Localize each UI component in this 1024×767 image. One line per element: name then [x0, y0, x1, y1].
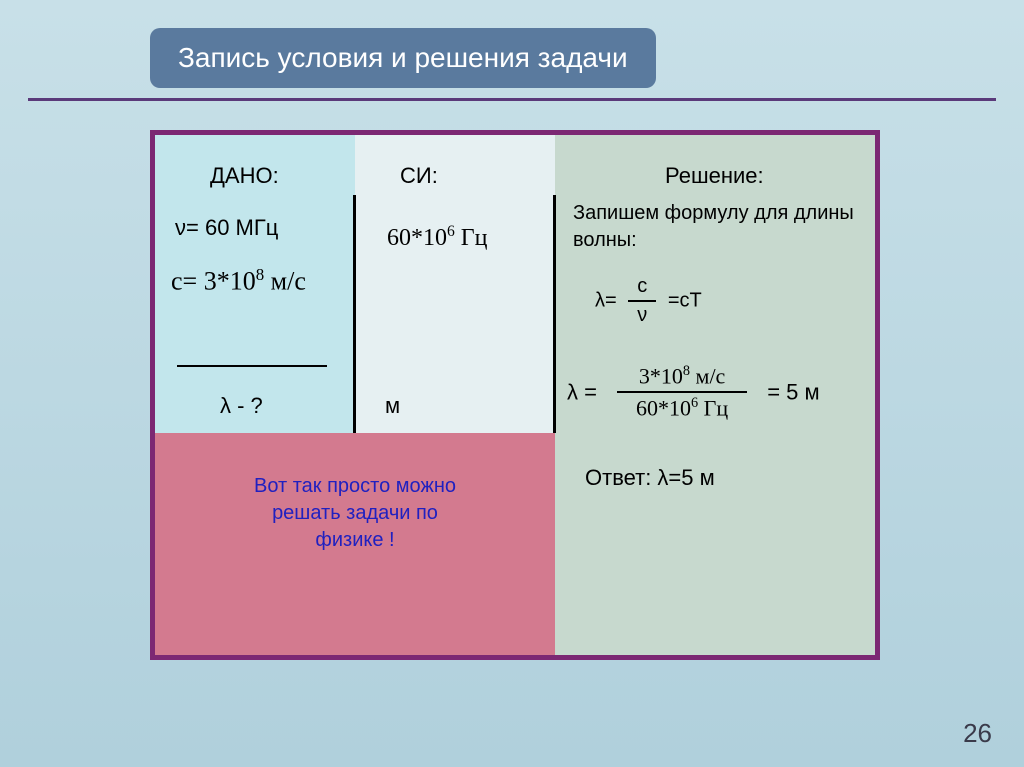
given-speed-pre: с= 3*10	[171, 267, 256, 296]
f2-rhs: = 5 м	[767, 379, 819, 404]
title-underline	[28, 98, 996, 101]
note-line3: физике !	[315, 529, 394, 551]
solution-answer: Ответ: λ=5 м	[585, 465, 715, 491]
f2-num: 3*108 м/с	[617, 363, 747, 389]
given-header: ДАНО:	[210, 163, 279, 189]
given-speed-exp: 8	[256, 265, 264, 284]
column-separator-1	[353, 195, 356, 433]
slide-title: Запись условия и решения задачи	[150, 28, 656, 88]
f2-num-exp: 8	[683, 363, 690, 379]
si-freq-pre: 60*10	[387, 225, 447, 251]
f1-rhs: =cT	[668, 290, 702, 312]
si-header: СИ:	[400, 163, 438, 189]
page-number: 26	[963, 718, 992, 749]
given-speed-post: м/с	[264, 267, 306, 296]
f2-den: 60*106 Гц	[617, 395, 747, 421]
formula-1: λ= c ν =cT	[595, 275, 702, 327]
note-line2: решать задачи по	[272, 502, 438, 524]
column-separator-2	[553, 195, 556, 433]
f2-den-post: Гц	[698, 396, 728, 421]
formula-2: λ = 3*108 м/с 60*106 Гц = 5 м	[567, 363, 820, 422]
given-speed: с= 3*108 м/с	[171, 265, 306, 297]
si-freq-exp: 6	[447, 223, 455, 240]
si-freq-post: Гц	[455, 225, 488, 251]
given-question: λ - ?	[220, 393, 263, 419]
given-frequency: ν= 60 МГц	[175, 215, 278, 241]
solution-header: Решение:	[665, 163, 764, 189]
solution-caption: Запишем формулу для длины волны:	[573, 200, 875, 254]
f2-num-post: м/с	[690, 363, 725, 388]
f1-lhs: λ=	[595, 290, 617, 312]
f2-lhs: λ =	[567, 379, 597, 404]
note-box: Вот так просто можно решать задачи по фи…	[155, 433, 555, 655]
f2-den-pre: 60*10	[636, 396, 691, 421]
f2-num-pre: 3*10	[639, 363, 683, 388]
note-line1: Вот так просто можно	[254, 475, 456, 497]
given-divider	[177, 365, 327, 367]
si-frequency: 60*106 Гц	[387, 223, 488, 252]
problem-box: Вот так просто можно решать задачи по фи…	[150, 130, 880, 660]
si-unit: м	[385, 393, 400, 419]
si-column	[355, 135, 555, 433]
note-text: Вот так просто можно решать задачи по фи…	[155, 473, 555, 554]
f1-den: ν	[628, 304, 656, 327]
f1-num: c	[628, 275, 656, 298]
